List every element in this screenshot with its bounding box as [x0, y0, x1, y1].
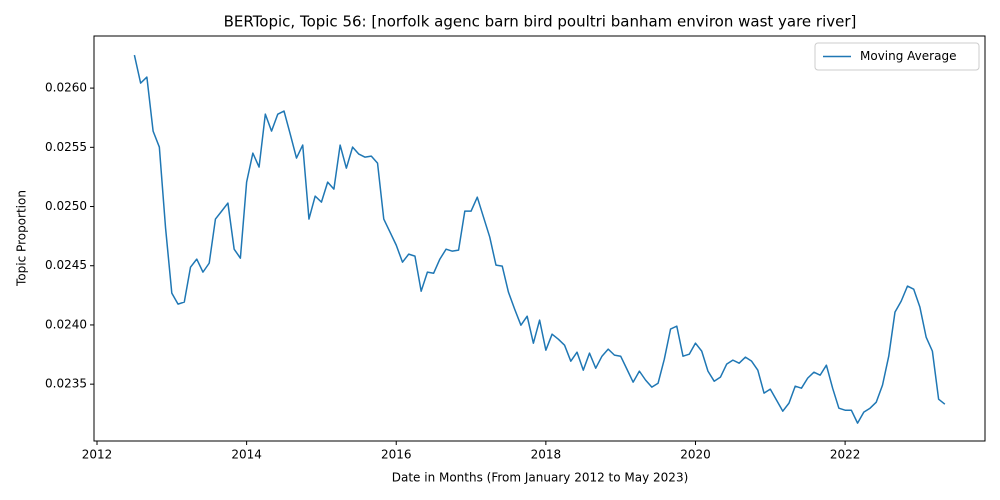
y-tick-label: 0.0255	[45, 140, 87, 154]
x-tick-label: 2022	[830, 448, 861, 462]
plot-frame	[93, 35, 986, 442]
x-tick-label: 2016	[381, 448, 412, 462]
y-tick-label: 0.0245	[45, 258, 87, 272]
y-tick-label: 0.0260	[45, 81, 87, 95]
y-tick-label: 0.0250	[45, 199, 87, 213]
legend-label: Moving Average	[860, 49, 956, 63]
chart-title: BERTopic, Topic 56: [norfolk agenc barn …	[224, 13, 857, 31]
x-tick-label: 2014	[231, 448, 262, 462]
y-axis-label: Topic Proportion	[15, 190, 29, 287]
y-tick-label: 0.0235	[45, 377, 87, 391]
x-tick-label: 2018	[531, 448, 562, 462]
x-axis-label: Date in Months (From January 2012 to May…	[392, 471, 689, 485]
line	[133, 54, 946, 424]
x-tick-label: 2020	[680, 448, 711, 462]
legend-box	[814, 42, 980, 71]
x-tick-label: 2012	[82, 448, 113, 462]
y-tick-label: 0.0240	[45, 317, 87, 331]
